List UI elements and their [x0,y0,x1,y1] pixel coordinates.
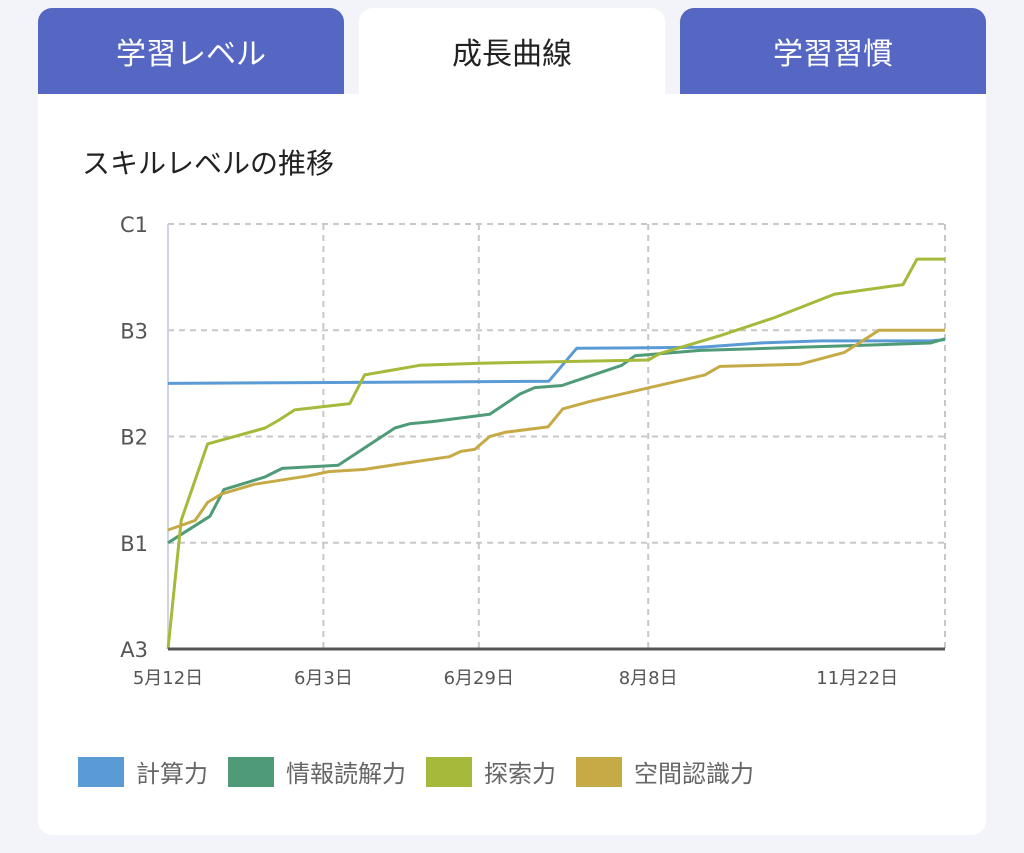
section-title: スキルレベルの推移 [82,147,335,180]
legend-label: 空間認識力 [634,760,754,788]
series-line [167,337,946,545]
chart-card: スキルレベルの推移 A3 B1 B2 B3 C1 5月12日 6月3日 6月29日 8月8日 11… [38,94,986,835]
series-line [166,257,945,650]
legend-swatch [228,756,274,787]
legend-item[interactable]: 空間認識力 [576,754,754,789]
x-tick-label: 11月22日 [816,668,898,689]
skill-level-chart: A3 B1 B2 B3 C1 5月12日 6月3日 6月29日 8月8日 11月22日 [120,213,946,689]
legend-item[interactable]: 探索力 [426,754,556,789]
legend-label: 計算力 [136,760,208,788]
tab-learning-habits[interactable]: 学習習慣 [680,8,986,94]
tab-growth-curve[interactable]: 成長曲線 [359,8,665,94]
x-tick-label: 6月3日 [294,668,353,689]
x-tick-label: 5月12日 [133,668,203,689]
series-line [167,338,946,385]
legend-label: 情報読解力 [286,760,406,788]
legend-swatch [426,756,472,787]
tab-label: 学習習慣 [773,37,893,72]
tab-learning-level[interactable]: 学習レベル [38,8,344,94]
x-tick-label: 6月29日 [444,668,514,689]
x-tick-label: 8月8日 [619,668,678,689]
tab-label: 学習レベル [116,37,266,72]
y-tick-label: B3 [120,319,148,343]
legend-swatch [78,756,124,787]
y-tick-label: C1 [120,213,148,237]
y-tick-label: B2 [120,426,148,450]
legend-item[interactable]: 情報読解力 [228,754,406,789]
series-line [167,328,945,532]
chart-legend: 計算力 情報読解力 探索力 空間認識力 [78,754,774,789]
y-tick-label: A3 [120,638,148,662]
legend-item[interactable]: 計算力 [78,754,208,789]
legend-label: 探索力 [484,760,556,788]
legend-swatch [576,756,622,787]
tab-label: 成長曲線 [452,37,572,72]
y-tick-label: B1 [120,532,148,556]
